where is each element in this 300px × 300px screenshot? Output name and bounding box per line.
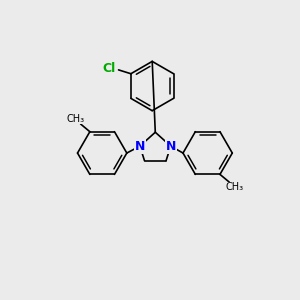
Text: N: N (166, 140, 176, 153)
Text: CH₃: CH₃ (226, 182, 244, 193)
Text: N: N (135, 140, 145, 153)
Text: Cl: Cl (103, 62, 116, 75)
Text: CH₃: CH₃ (67, 114, 85, 124)
